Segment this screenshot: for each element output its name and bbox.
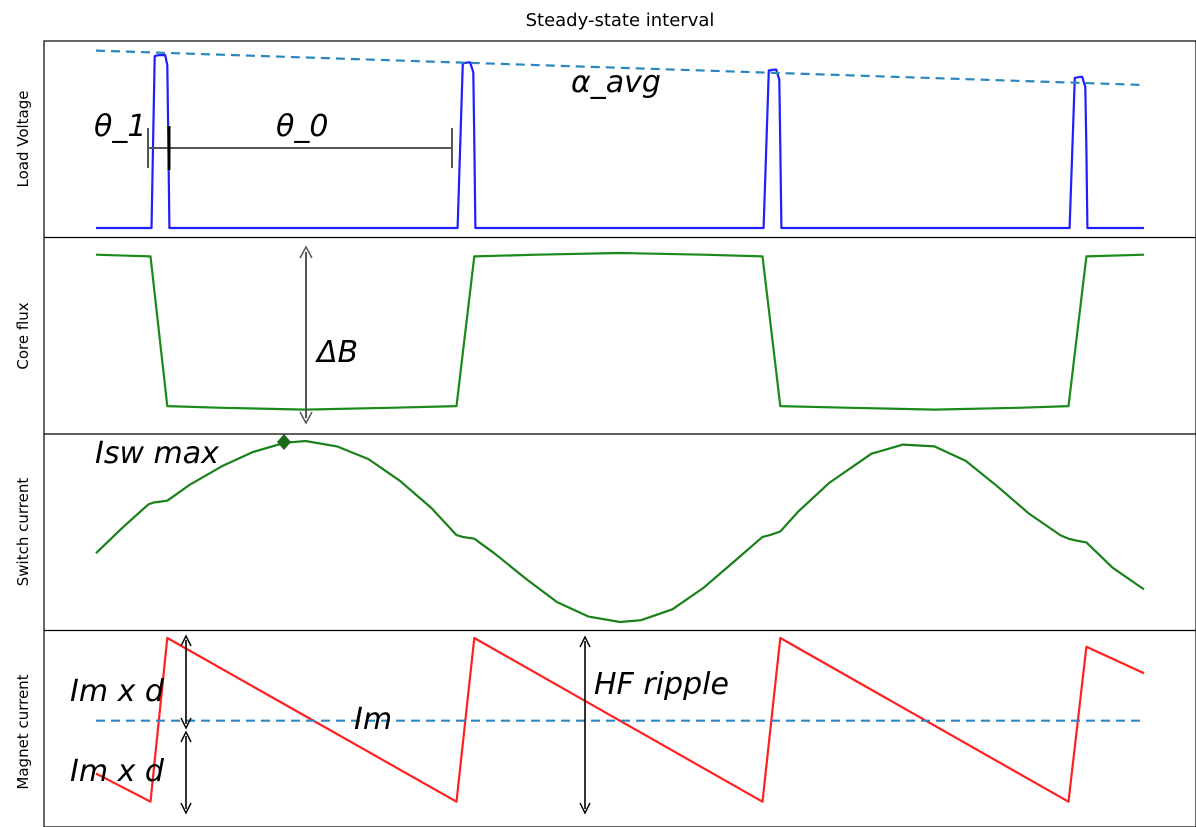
hf-ripple-label: HF ripple	[594, 667, 729, 702]
arrowhead	[299, 245, 313, 259]
im-label: Im	[354, 702, 392, 737]
alpha-avg-label: α_avg	[571, 65, 661, 100]
isw-max-label: Isw max	[95, 436, 219, 471]
arrowhead	[180, 717, 192, 730]
im-x-d-upper-label: Im x d	[70, 674, 165, 709]
delta-b-label: ΔB	[315, 335, 358, 370]
ylabel-magnet-current: Magnet current	[14, 674, 32, 789]
ylabel-core-flux: Core flux	[14, 302, 32, 369]
load-voltage-line	[96, 53, 1144, 230]
annotation-layer: θ_1 θ_0 α_avg ΔB Isw max Im x d Im x d I…	[70, 65, 729, 815]
ylabel-switch-current: Switch current	[14, 478, 32, 587]
core-flux-line	[95, 251, 1145, 411]
arrowhead	[180, 730, 192, 743]
chart-title: Steady-state interval	[526, 10, 715, 31]
arrowhead	[180, 802, 192, 815]
theta1-label: θ_1	[94, 109, 146, 144]
series-layer	[95, 49, 1145, 803]
theta0-label: θ_0	[276, 109, 328, 144]
switch-current-line	[95, 439, 1145, 624]
load-voltage-dashed-line	[95, 49, 1145, 87]
arrowhead	[299, 411, 313, 425]
arrowhead	[579, 635, 591, 648]
arrowhead	[180, 634, 192, 647]
arrowhead	[579, 802, 591, 815]
isw-max-marker	[277, 434, 291, 450]
im-x-d-lower-label: Im x d	[70, 754, 165, 789]
ylabel-load-voltage: Load Voltage	[14, 90, 32, 187]
